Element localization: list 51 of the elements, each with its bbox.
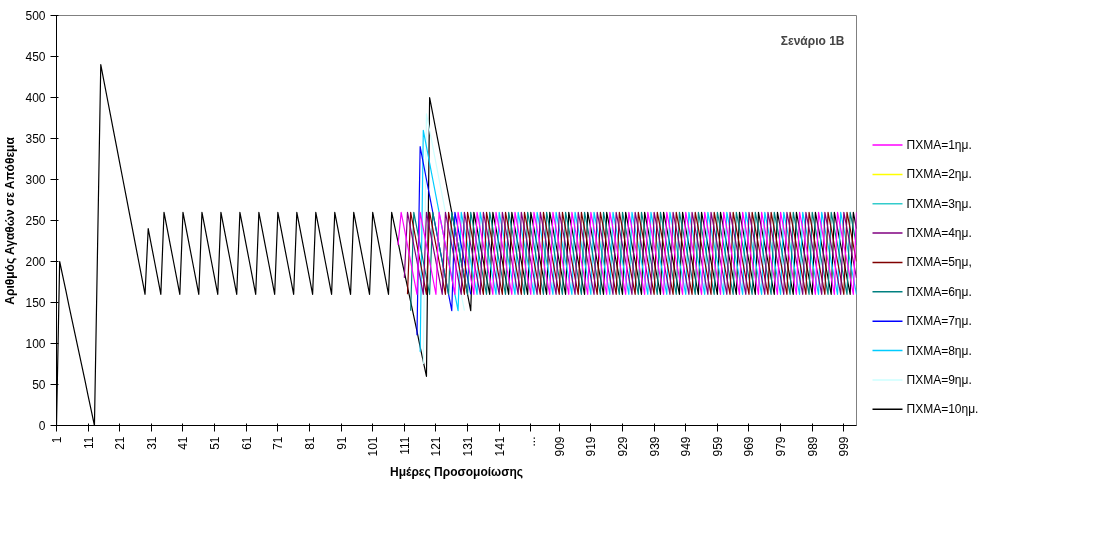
x-tick-label: 21 xyxy=(113,436,128,450)
x-tick-label: 81 xyxy=(302,436,317,450)
x-tick-label: 141 xyxy=(492,436,507,457)
x-tick-label: 61 xyxy=(239,436,254,450)
legend-label: ΠΧΜΑ=3ημ. xyxy=(906,196,972,211)
x-tick-label: 41 xyxy=(176,436,191,450)
x-tick-label: 121 xyxy=(429,436,444,457)
x-tick-label: 959 xyxy=(710,436,725,457)
x-tick-label: 999 xyxy=(837,436,852,457)
x-tick-label: 111 xyxy=(397,436,412,455)
x-tick-label: 949 xyxy=(679,436,694,457)
x-tick-label: 919 xyxy=(584,436,599,457)
x-tick-label: 51 xyxy=(208,436,223,450)
legend-label: ΠΧΜΑ=9ημ. xyxy=(906,372,972,387)
y-tick-label: 150 xyxy=(25,296,46,310)
y-tick-label: 200 xyxy=(25,255,46,269)
x-tick-label: 131 xyxy=(461,436,476,457)
y-tick-label: 50 xyxy=(32,378,46,392)
y-tick-label: 350 xyxy=(25,132,46,146)
text: Σενάριο 1Β xyxy=(780,33,845,48)
y-tick-label: 400 xyxy=(25,91,46,105)
y-tick-label: 0 xyxy=(38,419,46,433)
x-tick-label: 939 xyxy=(647,436,662,457)
x-axis-title: Ημέρες Προσομοίωσης xyxy=(390,464,523,479)
legend-label: ΠΧΜΑ=6ημ. xyxy=(906,284,972,299)
legend-label: ΠΧΜΑ=10ημ. xyxy=(906,402,979,417)
y-tick-label: 100 xyxy=(25,337,46,351)
x-tick-label: 929 xyxy=(616,436,631,457)
y-axis-title: Αριθμός Αγαθών σε Απόθεμα xyxy=(3,136,18,305)
y-tick-label: 300 xyxy=(25,173,46,187)
x-tick-label: 71 xyxy=(271,436,286,450)
legend-label: ΠΧΜΑ=4ημ. xyxy=(906,226,972,241)
y-tick-label: 500 xyxy=(25,9,46,23)
x-tick-label: 989 xyxy=(805,436,820,457)
x-tick-label: 979 xyxy=(774,436,789,457)
legend-label: ΠΧΜΑ=8ημ. xyxy=(906,343,972,358)
line-series xyxy=(419,129,857,353)
x-tick-label: 11 xyxy=(81,436,96,449)
legend-label: ΠΧΜΑ=2ημ. xyxy=(906,167,972,182)
x-tick-label: 91 xyxy=(334,436,349,450)
legend-label: ΠΧΜΑ=5ημ, xyxy=(906,255,972,270)
legend-label: ΠΧΜΑ=1ημ. xyxy=(906,138,972,153)
x-tick-label: 101 xyxy=(366,436,381,457)
x-tick-label: 1 xyxy=(50,436,64,444)
y-tick-label: 250 xyxy=(25,214,46,228)
y-tick-label: 450 xyxy=(25,50,46,64)
x-tick-label: ... xyxy=(524,436,539,447)
x-tick-label: 909 xyxy=(552,436,567,457)
legend-label: ΠΧΜΑ=7ημ. xyxy=(906,314,972,329)
x-tick-label: 31 xyxy=(144,436,159,450)
x-tick-label: 969 xyxy=(742,436,757,457)
